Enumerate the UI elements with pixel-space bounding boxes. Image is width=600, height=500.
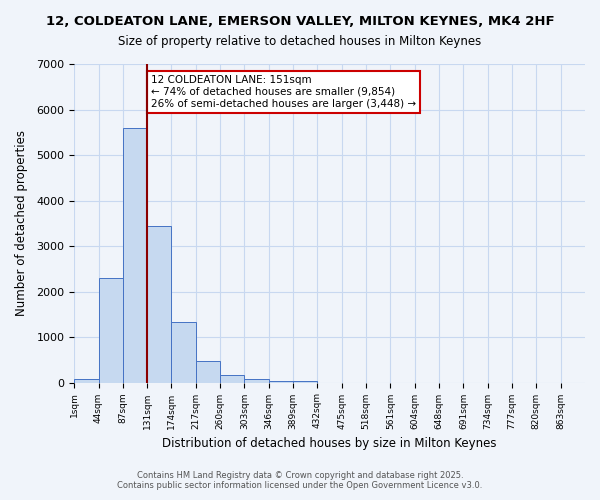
Bar	[74, 379, 98, 382]
X-axis label: Distribution of detached houses by size in Milton Keynes: Distribution of detached houses by size …	[163, 437, 497, 450]
Bar	[98, 278, 123, 382]
Bar	[220, 375, 244, 382]
Bar	[244, 379, 269, 382]
Y-axis label: Number of detached properties: Number of detached properties	[15, 130, 28, 316]
Bar	[172, 322, 196, 382]
Text: Contains HM Land Registry data © Crown copyright and database right 2025.
Contai: Contains HM Land Registry data © Crown c…	[118, 470, 482, 490]
Bar	[293, 381, 317, 382]
Text: Size of property relative to detached houses in Milton Keynes: Size of property relative to detached ho…	[118, 35, 482, 48]
Bar	[123, 128, 147, 382]
Bar	[147, 226, 172, 382]
Bar	[269, 380, 293, 382]
Bar	[196, 360, 220, 382]
Text: 12 COLDEATON LANE: 151sqm
← 74% of detached houses are smaller (9,854)
26% of se: 12 COLDEATON LANE: 151sqm ← 74% of detac…	[151, 76, 416, 108]
Text: 12, COLDEATON LANE, EMERSON VALLEY, MILTON KEYNES, MK4 2HF: 12, COLDEATON LANE, EMERSON VALLEY, MILT…	[46, 15, 554, 28]
